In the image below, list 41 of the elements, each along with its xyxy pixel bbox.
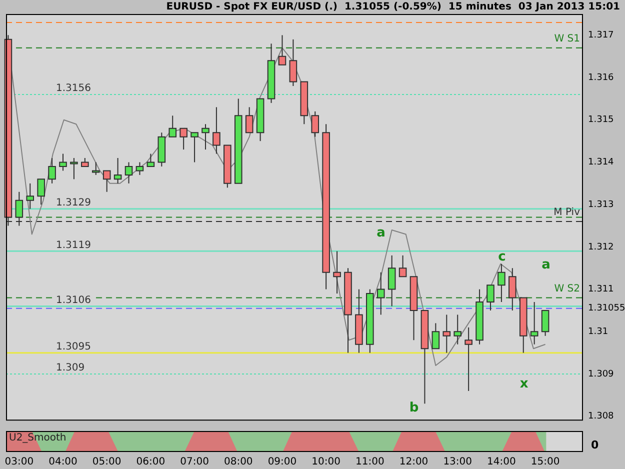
- y-tick-label: 1.316: [588, 72, 614, 83]
- y-tick-label: 1.312: [588, 242, 614, 252]
- y-tick-label: 1.31055: [588, 304, 625, 314]
- annotation: c: [498, 249, 506, 264]
- ref-line-label: 1.3156: [56, 83, 91, 94]
- x-tick-label: 04:00: [48, 456, 78, 468]
- chart-title: EURUSD - Spot FX EUR/USD (.) 1.31055 (-0.59%) 15 minutes 03 Jan 2013 15:01: [166, 2, 620, 13]
- ref-line-label: 1.309: [56, 362, 85, 374]
- text: 0: [591, 438, 599, 452]
- x-tick-label: 06:00: [136, 456, 166, 468]
- annotation: b: [409, 400, 419, 416]
- y-tick-label: 1.314: [588, 158, 614, 168]
- annotation: x: [520, 376, 529, 392]
- ref-line-label: 1.3129: [56, 197, 91, 208]
- ref-line-label: W S2: [554, 283, 580, 294]
- ref-line-label: 1.3095: [56, 341, 91, 352]
- annotation: a: [542, 257, 550, 272]
- x-tick-label: 07:00: [180, 456, 209, 468]
- ref-line-label: W S1: [554, 33, 580, 44]
- y-tick-label: 1.311: [588, 284, 614, 295]
- chart-title: U2_Smooth: [9, 432, 66, 444]
- x-tick-label: 12:00: [399, 456, 428, 468]
- x-tick-label: 11:00: [356, 456, 384, 468]
- y-tick-label: 1.315: [588, 115, 614, 126]
- ref-line-label: M Piv: [554, 207, 580, 218]
- ref-line-label: 1.3106: [56, 294, 91, 306]
- y-tick-label: 1.313: [588, 200, 614, 210]
- x-tick-label: 05:00: [92, 456, 122, 468]
- x-tick-label: 03:00: [4, 456, 34, 468]
- x-tick-label: 09:00: [268, 456, 297, 468]
- ref-line-label: 1.3119: [56, 240, 91, 251]
- x-tick-label: 15:00: [530, 456, 560, 468]
- x-tick-label: 08:00: [224, 456, 253, 468]
- x-tick-label: 10:00: [312, 456, 340, 468]
- y-tick-label: 1.31: [588, 327, 608, 337]
- x-tick-label: 13:00: [443, 456, 472, 468]
- x-tick-label: 14:00: [487, 456, 516, 468]
- y-tick-label: 1.317: [588, 30, 614, 41]
- y-tick-label: 1.308: [588, 412, 614, 422]
- annotation: a: [376, 225, 386, 240]
- y-tick-label: 1.309: [588, 369, 614, 380]
